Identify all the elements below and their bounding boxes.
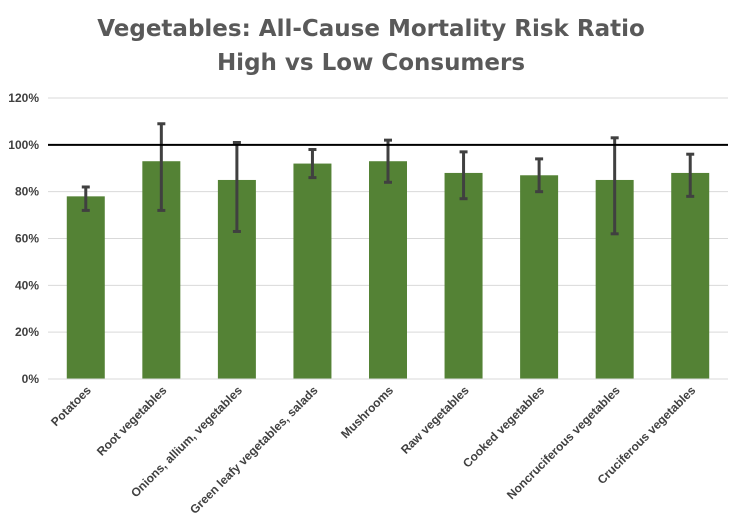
bar <box>369 161 407 379</box>
y-tick-label: 100% <box>8 138 39 152</box>
bar <box>671 172 710 379</box>
bar <box>293 163 332 379</box>
y-tick-label: 60% <box>15 232 39 246</box>
x-tick-label: Mushrooms <box>338 383 396 441</box>
bar <box>444 172 483 379</box>
x-tick-label: Potatoes <box>48 383 94 429</box>
y-tick-label: 20% <box>15 325 39 339</box>
bar <box>66 196 105 379</box>
x-tick-label: Root vegetables <box>94 383 170 459</box>
x-tick-label: Cooked vegetables <box>460 383 547 470</box>
y-tick-label: 0% <box>22 372 40 386</box>
chart-title: Vegetables: All-Cause Mortality Risk Rat… <box>97 16 645 42</box>
x-tick-label: Green leafy vegetables, salads <box>187 383 321 517</box>
chart-subtitle: High vs Low Consumers <box>216 50 526 76</box>
y-tick-label: 40% <box>15 278 39 292</box>
y-tick-label: 120% <box>8 91 39 105</box>
bar <box>520 175 559 379</box>
y-tick-label: 80% <box>15 185 39 199</box>
x-tick-label: Raw vegetables <box>398 383 472 457</box>
